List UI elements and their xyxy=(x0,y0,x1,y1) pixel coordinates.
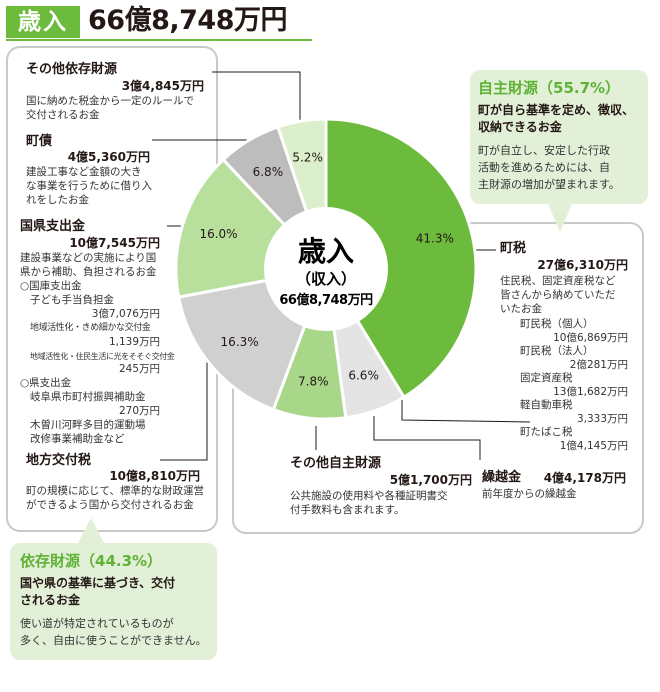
pie-center-title: 歳入 xyxy=(298,235,354,268)
tax-item: 固定資産税 13億1,682万円 xyxy=(500,372,628,399)
own-revenue-callout-strong-1: 町が自ら基準を定め、徴収、 xyxy=(478,103,635,117)
own-revenue-callout-title: 自主財源（55.7%） xyxy=(478,79,621,97)
header-tag: 歳入 xyxy=(6,6,80,38)
caption-subsidy-pref-head: ○県支出金 xyxy=(20,377,72,389)
caption-bond-desc-3: れをしたお金 xyxy=(26,194,89,206)
caption-subsidy-national-3: 地域活性化・住民生活に光をそそぐ交付金 xyxy=(30,352,175,361)
caption-carry-desc: 前年度からの繰越金 xyxy=(482,488,577,500)
caption-other-own-amount: 5億1,700万円 xyxy=(389,473,472,487)
caption-other-dependent-amount: 3億4,845万円 xyxy=(121,79,204,93)
pie-slice-label: 6.6% xyxy=(348,369,379,383)
caption-subsidy-pref-1-amount: 270万円 xyxy=(118,405,160,417)
caption-bond-desc-1: 建設工事など金額の大き xyxy=(26,166,142,178)
tax-item-name: 軽自動車税 xyxy=(520,399,573,411)
tax-item: 町たばこ税 1億4,145万円 xyxy=(500,426,628,453)
tax-item-amount: 2億281万円 xyxy=(569,358,628,371)
own-revenue-callout-strong-2: 収納できるお金 xyxy=(478,120,562,134)
pie-center-total: 66億8,748万円 xyxy=(279,292,373,308)
revenue-pie-chart: 41.3% 6.6% 7.8% 16.3% 16.0% 6.8% 5.2% 歳入 （収入） … xyxy=(171,114,481,424)
tax-item-amount: 10億6,869万円 xyxy=(553,331,628,344)
caption-tax-amount: 27億6,310万円 xyxy=(537,258,628,272)
caption-grant-title: 地方交付税 xyxy=(26,453,92,468)
caption-subsidy-national-1: 子ども手当負担金 xyxy=(30,294,114,306)
tax-item-amount: 1億4,145万円 xyxy=(559,439,628,452)
pie-svg: 41.3%6.6%7.8%16.3%16.0%6.8%5.2% 歳入 （収入） … xyxy=(174,117,478,421)
caption-other-dependent-desc-2: 交付されるお金 xyxy=(26,109,100,121)
tax-item: 町民税（個人） 10億6,869万円 xyxy=(500,318,628,345)
header-rule xyxy=(6,39,312,41)
caption-tax-desc-3: いたお金 xyxy=(500,303,542,315)
tax-item-list: 町民税（個人） 10億6,869万円 町民税（法人） 2億281万円 固定資産税… xyxy=(500,318,628,453)
caption-subsidy-pref-3: 改修事業補助金など xyxy=(30,433,125,445)
caption-subsidy-national-3-amount: 245万円 xyxy=(118,363,160,375)
caption-grant-desc-2: ができるよう国から交付されるお金 xyxy=(26,499,194,511)
caption-other-dependent-title: その他依存財源 xyxy=(26,62,118,77)
caption-subsidy-national-1-amount: 3億7,076万円 xyxy=(91,308,160,320)
tax-item-name: 町民税（個人） xyxy=(520,318,594,330)
own-revenue-callout-text-2: 活動を進めるためには、自 xyxy=(478,161,610,174)
dependent-revenue-callout: 依存財源（44.3%） 国や県の基準に基づき、交付 されるお金 使い道が特定され… xyxy=(10,543,217,660)
pie-slice-label: 5.2% xyxy=(292,151,323,165)
caption-bond-title: 町債 xyxy=(26,134,53,149)
caption-tax-desc-2: 皆さんから納めていただ xyxy=(500,289,616,301)
tax-item-amount: 3,333万円 xyxy=(576,412,628,425)
pie-slice-label: 16.0% xyxy=(199,227,237,241)
caption-subsidy-national-head: ○国庫支出金 xyxy=(20,280,82,292)
caption-other-own-title: その他自主財源 xyxy=(290,456,382,471)
caption-bond-desc-2: な事業を行うために借り入 xyxy=(26,180,152,192)
caption-other-dependent-desc-1: 国に納めた税金から一定のルールで xyxy=(26,95,194,107)
own-revenue-callout: 自主財源（55.7%） 町が自ら基準を定め、徴収、 収納できるお金 町が自立し、… xyxy=(470,70,648,204)
caption-subsidy-pref-2: 木曽川河畔多目的運動場 xyxy=(30,419,146,431)
tax-item: 軽自動車税 3,333万円 xyxy=(500,399,628,426)
pie-slice-label: 6.8% xyxy=(253,165,284,179)
dependent-revenue-callout-text-2: 多く、自由に使うことができません。 xyxy=(20,634,207,647)
caption-subsidy-amount: 10億7,545万円 xyxy=(69,236,160,250)
own-revenue-callout-text-1: 町が自立し、安定した行政 xyxy=(478,144,610,157)
pie-center-sub: （収入） xyxy=(296,270,356,288)
caption-carry-title: 繰越金 xyxy=(482,470,522,485)
caption-tax-title: 町税 xyxy=(500,241,527,256)
pie-slice-label: 16.3% xyxy=(221,335,259,349)
caption-tax-desc-1: 住民税、固定資産税など xyxy=(500,275,616,287)
pie-center-hole xyxy=(264,207,388,331)
tax-item-amount: 13億1,682万円 xyxy=(553,385,628,398)
caption-subsidy-pref-1: 岐阜県市町村振興補助金 xyxy=(30,391,146,403)
dependent-revenue-callout-title: 依存財源（44.3%） xyxy=(20,552,163,570)
tax-item-name: 町たばこ税 xyxy=(520,426,573,438)
dependent-revenue-callout-strong-1: 国や県の基準に基づき、交付 xyxy=(20,576,176,590)
caption-bond-amount: 4億5,360万円 xyxy=(67,150,150,164)
caption-grant-amount: 10億8,810万円 xyxy=(109,469,200,483)
tax-item-name: 固定資産税 xyxy=(520,372,573,384)
caption-subsidy-desc-2: 県から補助、負担されるお金 xyxy=(20,266,157,278)
pie-slice-label: 41.3% xyxy=(416,232,454,246)
caption-subsidy-national-2-amount: 1,139万円 xyxy=(108,336,160,348)
caption-subsidy-desc-1: 建設事業などの実施により国 xyxy=(20,252,157,264)
dependent-callout-pointer xyxy=(78,518,104,543)
own-revenue-callout-text-3: 主財源の増加が望まれます。 xyxy=(478,178,620,191)
caption-other-own-desc-2: 付手数料も含まれます。 xyxy=(290,504,405,516)
dependent-revenue-callout-strong-2: されるお金 xyxy=(20,593,81,607)
caption-subsidy-national-2: 地域活性化・きめ細かな交付金 xyxy=(30,323,151,333)
own-callout-pointer xyxy=(548,204,572,232)
header-total: 66億8,748万円 xyxy=(88,5,287,36)
caption-carry-amount: 4億4,178万円 xyxy=(543,471,626,485)
pie-slice xyxy=(324,117,478,400)
pie-slice-label: 7.8% xyxy=(298,374,329,388)
caption-grant-desc-1: 町の規模に応じて、標準的な財政運営 xyxy=(26,485,204,497)
dependent-revenue-callout-text-1: 使い道が特定されているものが xyxy=(20,617,174,630)
tax-item: 町民税（法人） 2億281万円 xyxy=(500,345,628,372)
caption-subsidy-title: 国県支出金 xyxy=(20,219,86,234)
tax-item-name: 町民税（法人） xyxy=(520,345,594,357)
caption-other-own-desc-1: 公共施設の使用料や各種証明書交 xyxy=(290,490,448,502)
